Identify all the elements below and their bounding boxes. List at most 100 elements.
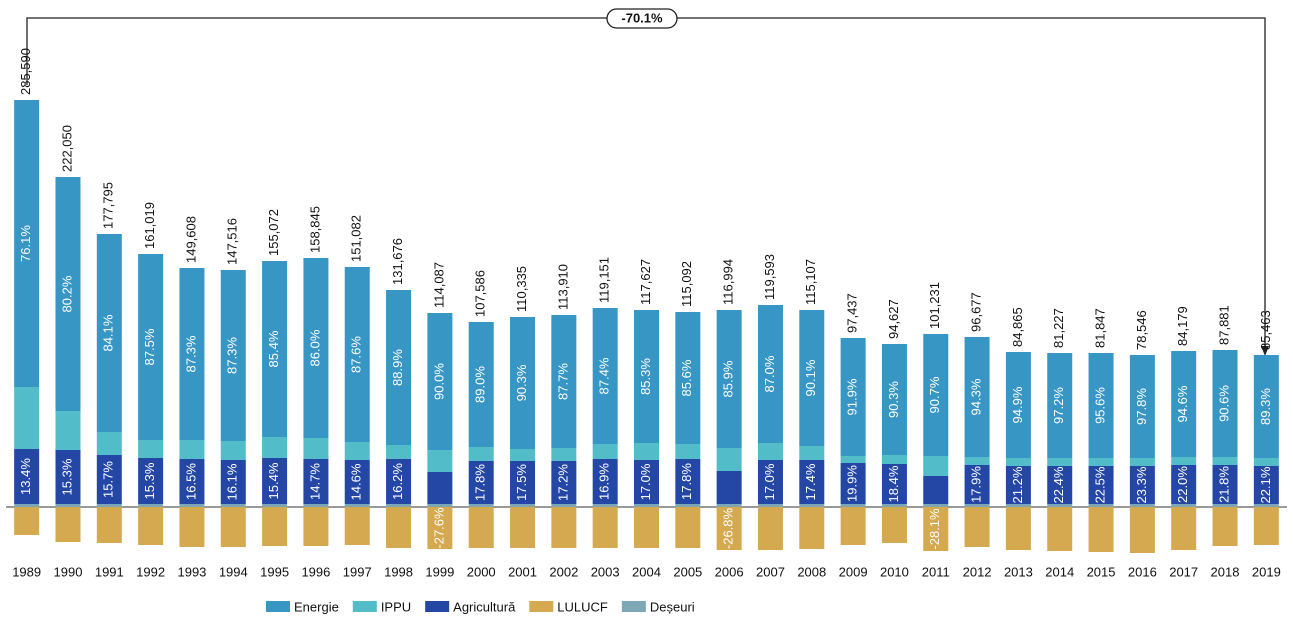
total-label: 110,335 (514, 266, 529, 312)
share-label: 94.9% (1010, 386, 1025, 423)
x-tick-label: 1996 (301, 564, 330, 579)
share-label: 90.7% (927, 376, 942, 413)
share-label: 17.0% (762, 463, 777, 500)
bar-segment (881, 343, 907, 455)
bar-segment (179, 439, 205, 459)
bar-segment (1088, 503, 1114, 507)
x-tick-label: 2006 (715, 564, 744, 579)
bar-segment (923, 503, 949, 507)
bar-segment (1253, 465, 1279, 504)
x-tick-label: 1999 (425, 564, 454, 579)
bar-segment (1129, 503, 1155, 507)
share-label: 90.0% (431, 363, 446, 400)
bar-segment (1171, 506, 1197, 550)
share-label: 16.5% (183, 463, 198, 500)
bar-segment (964, 503, 990, 507)
bar-segment (220, 269, 246, 441)
share-label: 76.1% (18, 225, 33, 262)
bar-segment (262, 436, 288, 458)
x-tick-label: 1998 (384, 564, 413, 579)
bar-segment (96, 506, 122, 543)
total-label: 115,107 (803, 259, 818, 305)
bar-segment (757, 304, 783, 443)
bar-segment (262, 506, 288, 546)
bar-segment (262, 260, 288, 437)
bar-segment (1005, 465, 1031, 504)
share-label: 87.5% (142, 328, 157, 365)
legend-label: Agricultură (453, 599, 516, 614)
bar-segment (840, 503, 866, 507)
bar-segment (551, 447, 577, 461)
total-label: 155,072 (266, 209, 281, 256)
total-label: 117,627 (638, 259, 653, 305)
bar-segment (881, 506, 907, 543)
legend-label: Energie (294, 599, 339, 614)
share-label: 14.7% (307, 463, 322, 500)
x-tick-label: 2005 (673, 564, 702, 579)
share-label: 17.9% (969, 466, 984, 503)
legend-label: Deșeuri (650, 599, 695, 614)
bar-segment (840, 506, 866, 545)
bar-segment (716, 503, 742, 507)
bar-segment (634, 442, 659, 460)
x-tick-label: 2000 (467, 564, 496, 579)
share-label: 94.3% (969, 378, 984, 415)
total-label: 222,050 (59, 125, 74, 172)
bar-segment (634, 309, 659, 443)
total-label: 96,677 (969, 292, 984, 332)
bar-segment (96, 233, 122, 432)
bar-segment (757, 503, 783, 507)
share-label: 17.0% (638, 463, 653, 500)
bar-segment (179, 267, 205, 440)
bar-segment (675, 506, 701, 548)
legend-swatch (425, 601, 450, 612)
total-label: 119,151 (597, 257, 612, 303)
x-tick-label: 2003 (591, 564, 620, 579)
bar-segment (881, 503, 907, 507)
bar-segment (1088, 506, 1114, 552)
bar-segment (386, 503, 412, 507)
total-label: 78,546 (1134, 310, 1149, 350)
share-label: 94.6% (1175, 385, 1190, 422)
bar-segment (1212, 349, 1238, 457)
bar-segment (1253, 354, 1279, 458)
legend-label: LULUCF (557, 599, 608, 614)
bar-segment (757, 506, 783, 550)
bar-segment (1253, 506, 1279, 545)
bar-segment (923, 506, 949, 551)
share-label: 87.3% (183, 335, 198, 372)
bar-segment (138, 253, 164, 440)
legend-swatch (529, 601, 554, 612)
bar-segment (14, 448, 40, 504)
bar-segment (799, 459, 825, 504)
bar-segment (799, 506, 825, 549)
legend-swatch (352, 601, 377, 612)
bar-segment (510, 506, 536, 548)
bar-segment (799, 503, 825, 507)
x-tick-label: 2001 (508, 564, 537, 579)
bar-segment (510, 460, 536, 504)
bar-segment (716, 470, 742, 504)
bar-segment (138, 506, 164, 545)
bar-segment (96, 431, 122, 455)
share-label: 85.4% (266, 330, 281, 367)
total-label: 285,590 (18, 48, 33, 95)
bar-segment (1005, 503, 1031, 507)
bar-segment (1088, 457, 1114, 466)
bar-segment (55, 506, 81, 542)
annotation: -70.1% (621, 10, 663, 25)
bar-segment (55, 177, 81, 411)
share-label: 90.3% (514, 364, 529, 401)
share-label: 80.2% (59, 275, 74, 312)
x-tick-label: 2011 (922, 564, 950, 579)
share-label: 17.4% (803, 463, 818, 500)
bar-segment (510, 503, 536, 507)
bar-segment (923, 455, 949, 476)
share-label: 90.1% (803, 359, 818, 396)
bar-segment (757, 459, 783, 504)
bar-segment (799, 445, 825, 460)
bar-segment (592, 506, 618, 548)
bar-segment (386, 458, 412, 504)
bar-segment (468, 321, 494, 447)
bar-segment (179, 458, 205, 504)
